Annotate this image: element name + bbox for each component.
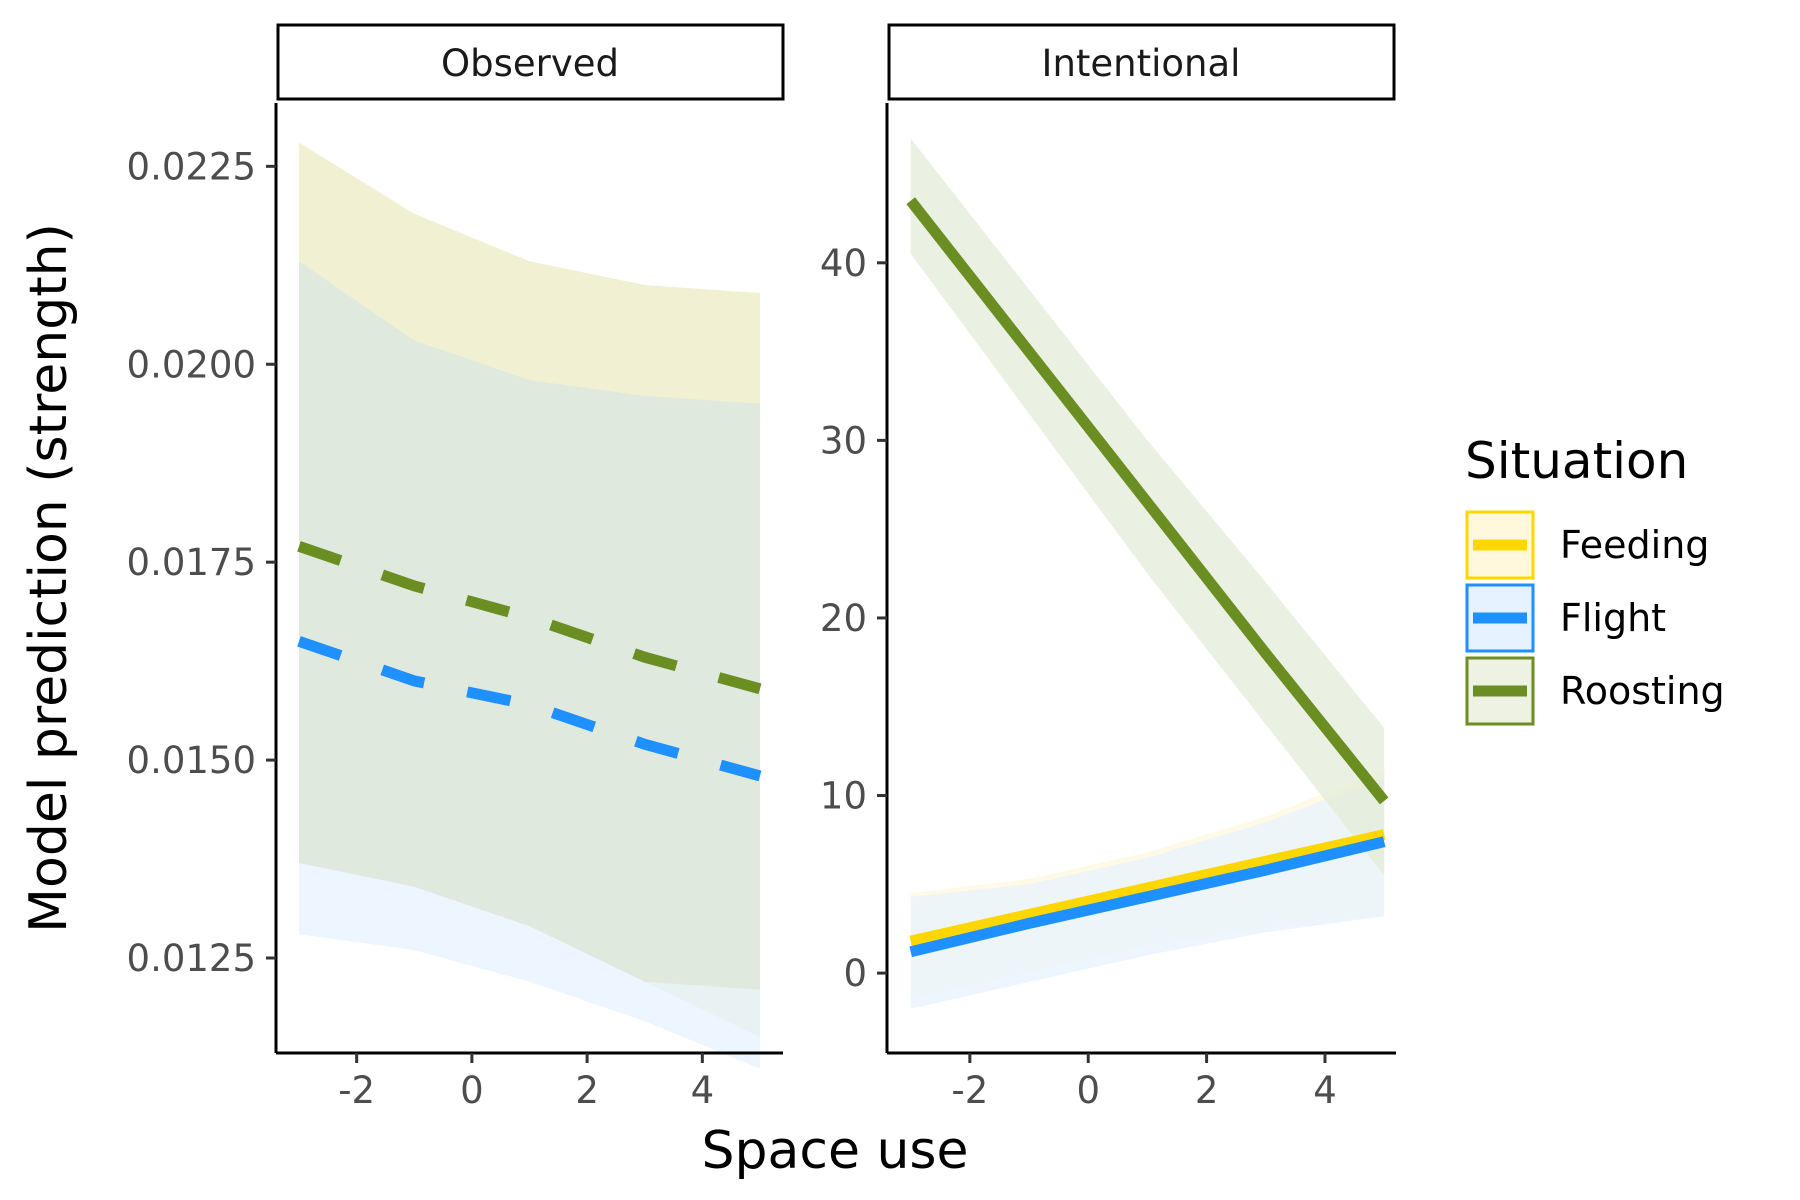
- legend-title: Situation: [1465, 432, 1688, 490]
- x-tick-label: 2: [575, 1069, 599, 1112]
- ci-band-roosting-observed: [299, 261, 760, 990]
- y-tick-label: 0.0150: [127, 739, 256, 782]
- y-tick-label: 0: [843, 952, 867, 995]
- x-tick-label: -2: [338, 1069, 375, 1112]
- line-feeding-intentional: [909, 829, 1386, 947]
- x-axis-title: Space use: [701, 1121, 968, 1181]
- panel-observed: 0.0125 0.0150 0.0175 0.0200 0.0225 -2 0 2 4 Obs…: [127, 23, 785, 1112]
- y-tick-label: 30: [820, 419, 867, 462]
- x-tick-label: 4: [691, 1069, 715, 1112]
- line-roosting-intentional: [906, 197, 1389, 805]
- y-tick-label: 0.0125: [127, 937, 256, 980]
- x-tick-label: 4: [1313, 1069, 1337, 1112]
- panel-intentional: 0 10 20 30 40 -2 0 2 4 Intentional: [820, 23, 1396, 1112]
- strip-box-observed: [276, 23, 785, 101]
- strip-label-intentional: Intentional: [1042, 42, 1241, 85]
- y-tick-label: 0.0200: [127, 343, 256, 386]
- y-tick-label: 0.0225: [127, 145, 256, 188]
- legend-label-roosting: Roosting: [1560, 669, 1725, 713]
- strip-box-intentional: [887, 23, 1396, 101]
- strip-label-observed: Observed: [441, 42, 619, 85]
- y-tick-label: 20: [820, 597, 867, 640]
- legend: Situation Feeding Flight Roosting: [1465, 432, 1725, 726]
- y-tick-label: 40: [820, 242, 867, 285]
- x-tick-label: -2: [951, 1069, 988, 1112]
- x-tick-label: 2: [1195, 1069, 1219, 1112]
- line-flight-intentional: [909, 836, 1386, 958]
- x-tick-label: 0: [1076, 1069, 1100, 1112]
- y-tick-label: 0.0175: [127, 541, 256, 584]
- y-tick-label: 10: [820, 775, 867, 818]
- legend-label-flight: Flight: [1560, 596, 1666, 640]
- y-axis-title: Model prediction (strength): [19, 223, 79, 933]
- legend-label-feeding: Feeding: [1560, 523, 1709, 567]
- x-tick-label: 0: [460, 1069, 484, 1112]
